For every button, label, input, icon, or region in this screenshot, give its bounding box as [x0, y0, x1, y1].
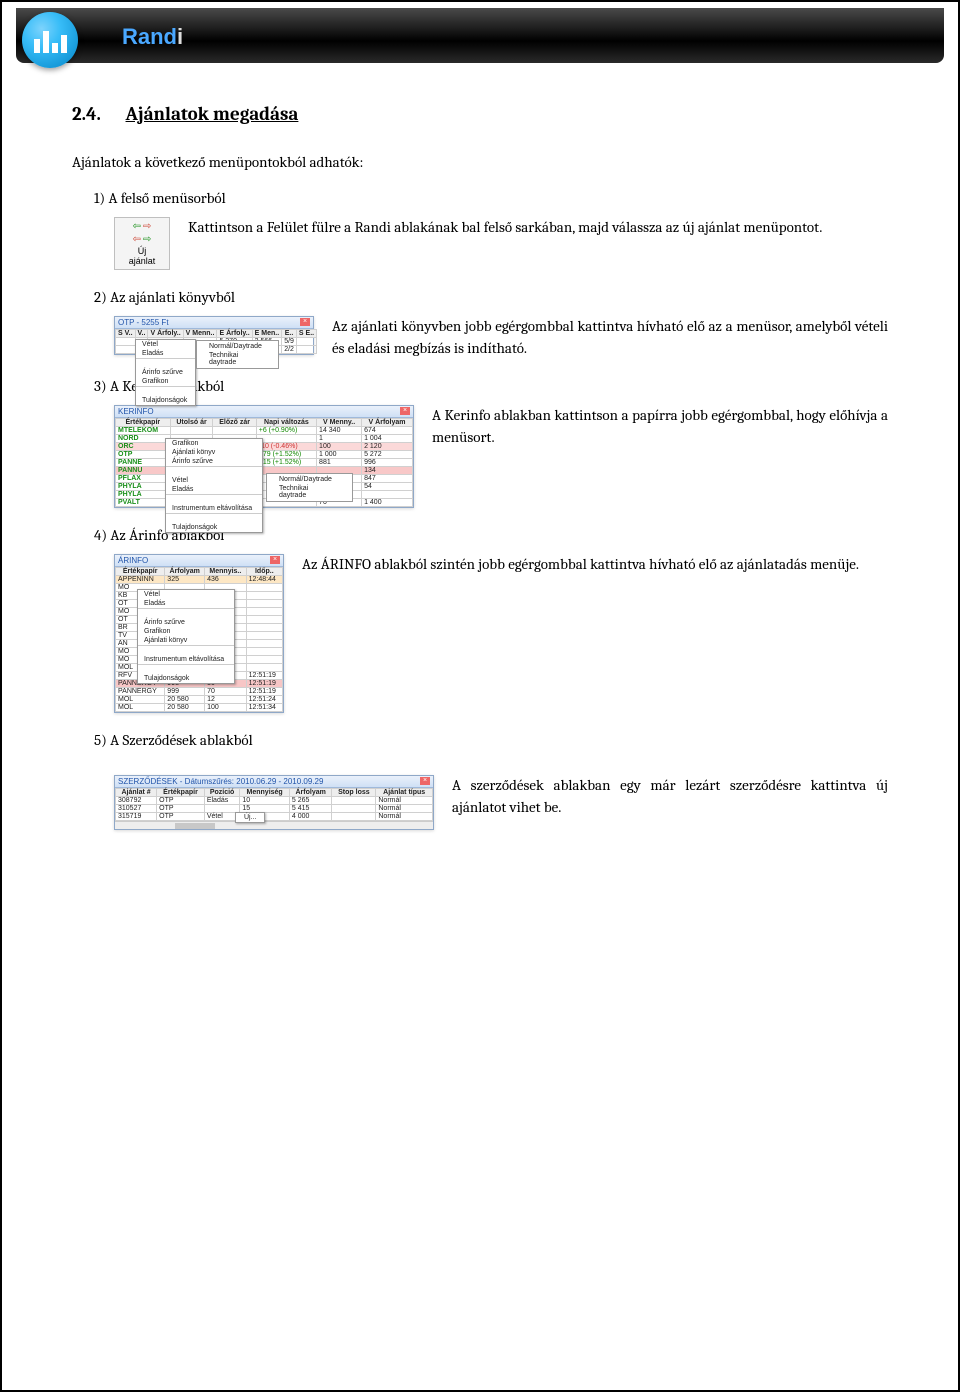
arrows-icon-2: ⇦⇨ — [117, 234, 167, 245]
ctx-uj: Új... — [244, 814, 256, 821]
arinfo-title: ÁRINFO — [118, 556, 148, 565]
item-5: 5) A Szerződések ablakból SZERZŐDÉSEK - … — [72, 731, 888, 830]
item-1-label: 1) A felső menüsorból — [94, 189, 888, 207]
close-icon: × — [400, 407, 410, 415]
context-menu: Új... — [235, 812, 265, 823]
context-menu: GrafikonAjánlati könyvÁrinfo szűrve Véte… — [165, 438, 263, 533]
item-5-label: 5) A Szerződések ablakból — [94, 731, 888, 749]
item-3-label: 3) A Kerinfo ablakból — [94, 377, 888, 395]
brand-part2: i — [177, 24, 183, 49]
thumb-kerinfo: KERINFO × ÉrtékpapírUtolsó árElőző zárNa… — [114, 405, 414, 508]
szerz-table: Ajánlat #ÉrtékpapírPozícióMennyiségÁrfol… — [115, 788, 433, 821]
close-icon: × — [300, 318, 310, 326]
item-4-text: Az ÁRINFO ablakból szintén jobb egérgomb… — [302, 554, 888, 576]
thumb-ajanlati-konyv: OTP - 5255 Ft × S V..V..V Árfoly..V Menn… — [114, 316, 314, 355]
thumb-uj-line2: ajánlat — [117, 257, 167, 267]
context-menu: VételEladás Árinfo szűrveGrafikon Tulajd… — [135, 339, 196, 406]
logo-bars-icon — [34, 27, 67, 53]
section-title: Ajánlatok megadása — [126, 103, 299, 125]
kerinfo-table: ÉrtékpapírUtolsó árElőző zárNapi változá… — [115, 418, 413, 507]
item-1-text: Kattintson a Felület fülre a Randi ablak… — [188, 217, 888, 239]
szerz-title: SZERZŐDÉSEK - Dátumszűrés: 2010.06.29 - … — [118, 777, 323, 786]
item-2: 2) Az ajánlati könyvből OTP - 5255 Ft × … — [72, 288, 888, 360]
close-icon: × — [420, 777, 430, 785]
item-3-text: A Kerinfo ablakban kattintson a papírra … — [432, 405, 888, 449]
thumb-arinfo: ÁRINFO × ÉrtékpapírÁrfolyamMennyis..Időp… — [114, 554, 284, 713]
item-2-label: 2) Az ajánlati könyvből — [94, 288, 888, 306]
konyv-title: OTP - 5255 Ft — [118, 318, 169, 327]
thumb-szerzodesek: SZERZŐDÉSEK - Dátumszűrés: 2010.06.29 - … — [114, 775, 434, 830]
context-submenu: Normál/DaytradeTechnikai daytrade — [266, 473, 353, 502]
section-number: 2.4. — [72, 103, 122, 125]
section-lead: Ajánlatok a következő menüpontokból adha… — [72, 153, 888, 171]
page-content: 2.4. Ajánlatok megadása Ajánlatok a köve… — [2, 63, 958, 860]
close-icon: × — [270, 556, 280, 564]
context-submenu: Normál/DaytradeTechnikai daytrade — [196, 340, 279, 369]
item-4: 4) Az Árinfo ablakból ÁRINFO × Értékpapí… — [72, 526, 888, 713]
brand-label: Randi — [122, 24, 183, 50]
context-menu: VételEladás Árinfo szűrveGrafikonAjánlat… — [137, 589, 235, 684]
item-2-text: Az ajánlati könyvben jobb egérgombbal ka… — [332, 316, 888, 360]
item-5-text: A szerződések ablakban egy már lezárt sz… — [452, 775, 888, 819]
kerinfo-title: KERINFO — [118, 407, 154, 416]
brand-part1: Rand — [122, 24, 177, 49]
app-header: Randi — [16, 8, 944, 63]
thumb-uj-ajanlat: ⇦⇨ ⇦⇨ Új ajánlat — [114, 217, 170, 270]
item-1: 1) A felső menüsorból ⇦⇨ ⇦⇨ Új ajánlat K… — [72, 189, 888, 270]
arrows-icon: ⇦⇨ — [117, 221, 167, 232]
section-heading: 2.4. Ajánlatok megadása — [72, 103, 888, 125]
logo-icon — [22, 12, 78, 68]
